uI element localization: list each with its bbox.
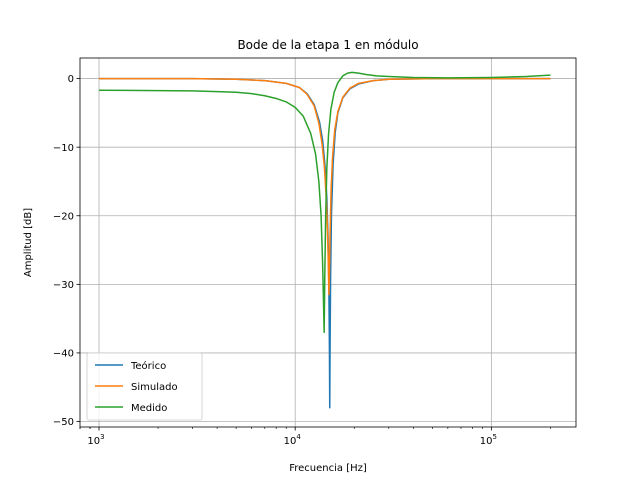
x-tick-exponent: 3 — [100, 433, 104, 441]
x-tick-base: 10 — [87, 436, 100, 447]
y-tick-label: 0 — [68, 74, 74, 85]
x-axis-label: Frecuencia [Hz] — [289, 463, 367, 474]
x-tick-exponent: 4 — [296, 433, 301, 441]
series-line — [99, 77, 551, 296]
legend: Teórico Simulado Medido — [86, 352, 203, 421]
plot-frame — [79, 57, 577, 428]
y-axis-label: Amplitud [dB] — [23, 208, 34, 277]
y-tick-label: −30 — [53, 280, 74, 291]
series-line — [99, 71, 551, 334]
y-tick-label: −20 — [53, 211, 74, 222]
legend-label: Simulado — [131, 382, 178, 393]
x-tick-label: 103 — [87, 433, 104, 447]
y-tick-label: −10 — [53, 143, 74, 154]
x-tick-label: 105 — [480, 433, 497, 447]
x-tick-exponent: 5 — [493, 433, 497, 441]
x-tick-base: 10 — [284, 436, 297, 447]
series-lines — [99, 71, 551, 409]
x-tick-label: 104 — [284, 433, 302, 447]
legend-label: Medido — [131, 403, 167, 414]
x-tick-base: 10 — [480, 436, 493, 447]
chart-title: Bode de la etapa 1 en módulo — [237, 38, 418, 52]
legend-box — [86, 352, 203, 421]
legend-label: Teórico — [130, 360, 166, 372]
y-tick-label: −50 — [53, 417, 74, 428]
y-tick-label: −40 — [53, 349, 74, 360]
